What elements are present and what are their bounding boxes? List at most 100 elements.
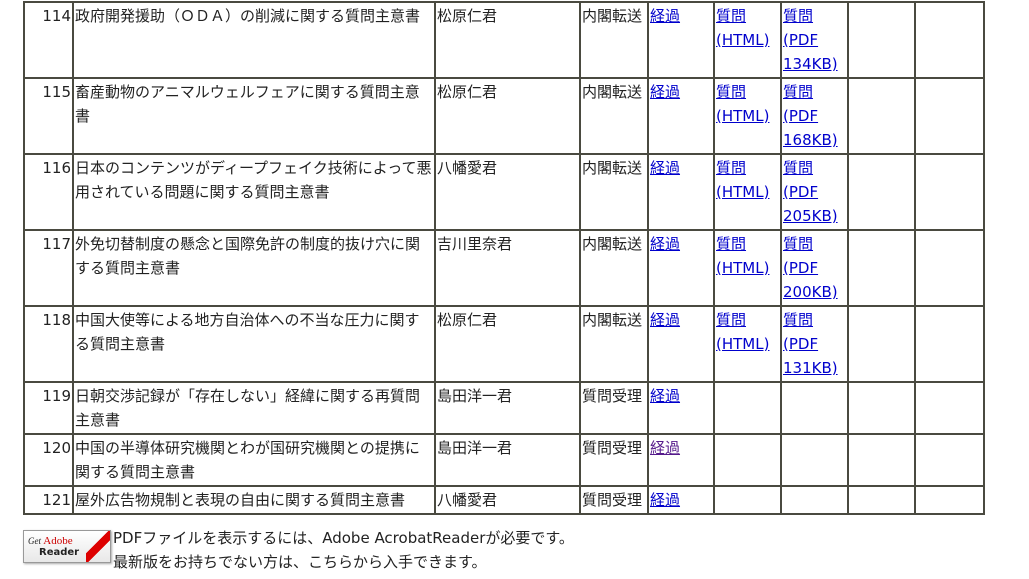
question-title: 屋外広告物規制と表現の自由に関する質問主意書: [72, 485, 436, 515]
question-number: 114: [23, 1, 74, 79]
question-number: 119: [23, 381, 74, 435]
table-row: 121 屋外広告物規制と表現の自由に関する質問主意書 八幡愛君 質問受理 経過: [23, 485, 985, 515]
answer-pdf-cell: [914, 485, 985, 515]
answer-html-cell: [847, 77, 916, 155]
answer-pdf-cell: [914, 77, 985, 155]
progress-link[interactable]: 経過: [650, 387, 681, 405]
question-pdf-cell: 質問 (PDF 134KB): [780, 1, 849, 79]
adobe-swoosh-icon: [86, 531, 110, 562]
question-title: 中国の半導体研究機関とわが国研究機関との提携に関する質問主意書: [72, 433, 436, 487]
table-row: 114 政府開発援助（ＯＤＡ）の削減に関する質問主意書 松原仁君 内閣転送 経過…: [23, 1, 985, 79]
answer-pdf-cell: [914, 153, 985, 231]
question-pdf-link[interactable]: 質問 (PDF 200KB): [783, 235, 838, 301]
progress-cell: 経過: [647, 77, 715, 155]
submitter: 島田洋一君: [434, 381, 581, 435]
question-pdf-link[interactable]: 質問 (PDF 168KB): [783, 83, 838, 149]
questions-table: 114 政府開発援助（ＯＤＡ）の削減に関する質問主意書 松原仁君 内閣転送 経過…: [23, 1, 985, 515]
progress-cell: 経過: [647, 153, 715, 231]
status: 質問受理: [579, 433, 649, 487]
submitter: 吉川里奈君: [434, 229, 581, 307]
status: 質問受理: [579, 485, 649, 515]
pdf-notice-line2: 最新版をお持ちでない方は、こちらから入手できます。: [113, 553, 487, 571]
question-pdf-link[interactable]: 質問 (PDF 134KB): [783, 7, 838, 73]
question-html-cell: 質問 (HTML): [713, 1, 782, 79]
question-html-link[interactable]: 質問 (HTML): [716, 159, 770, 201]
status: 内閣転送: [579, 305, 649, 383]
status: 質問受理: [579, 381, 649, 435]
question-number: 115: [23, 77, 74, 155]
answer-html-cell: [847, 1, 916, 79]
status: 内閣転送: [579, 77, 649, 155]
table-row: 120 中国の半導体研究機関とわが国研究機関との提携に関する質問主意書 島田洋一…: [23, 433, 985, 487]
question-pdf-cell: [780, 381, 849, 435]
status: 内閣転送: [579, 153, 649, 231]
question-number: 118: [23, 305, 74, 383]
progress-link[interactable]: 経過: [650, 311, 681, 329]
answer-html-cell: [847, 381, 916, 435]
answer-html-cell: [847, 153, 916, 231]
question-html-cell: 質問 (HTML): [713, 77, 782, 155]
progress-cell: 経過: [647, 305, 715, 383]
question-pdf-cell: 質問 (PDF 131KB): [780, 305, 849, 383]
question-title: 日朝交渉記録が「存在しない」経緯に関する再質問主意書: [72, 381, 436, 435]
question-title: 日本のコンテンツがディープフェイク技術によって悪用されている問題に関する質問主意…: [72, 153, 436, 231]
question-title: 中国大使等による地方自治体への不当な圧力に関する質問主意書: [72, 305, 436, 383]
question-html-cell: [713, 433, 782, 487]
question-html-cell: 質問 (HTML): [713, 153, 782, 231]
question-number: 116: [23, 153, 74, 231]
question-html-link[interactable]: 質問 (HTML): [716, 311, 770, 353]
table-row: 119 日朝交渉記録が「存在しない」経緯に関する再質問主意書 島田洋一君 質問受…: [23, 381, 985, 435]
question-pdf-cell: 質問 (PDF 168KB): [780, 77, 849, 155]
status: 内閣転送: [579, 229, 649, 307]
get-adobe-reader-badge[interactable]: Get Adobe Reader: [23, 530, 111, 563]
question-html-cell: 質問 (HTML): [713, 305, 782, 383]
submitter: 松原仁君: [434, 77, 581, 155]
table-row: 118 中国大使等による地方自治体への不当な圧力に関する質問主意書 松原仁君 内…: [23, 305, 985, 383]
table-row: 117 外免切替制度の懸念と国際免許の制度的抜け穴に関する質問主意書 吉川里奈君…: [23, 229, 985, 307]
answer-html-cell: [847, 485, 916, 515]
question-title: 外免切替制度の懸念と国際免許の制度的抜け穴に関する質問主意書: [72, 229, 436, 307]
progress-link[interactable]: 経過: [650, 439, 681, 457]
progress-cell: 経過: [647, 229, 715, 307]
table-row: 115 畜産動物のアニマルウェルフェアに関する質問主意書 松原仁君 内閣転送 経…: [23, 77, 985, 155]
answer-pdf-cell: [914, 1, 985, 79]
answer-pdf-cell: [914, 433, 985, 487]
question-html-cell: [713, 381, 782, 435]
question-html-link[interactable]: 質問 (HTML): [716, 83, 770, 125]
progress-link[interactable]: 経過: [650, 235, 681, 253]
question-pdf-link[interactable]: 質問 (PDF 131KB): [783, 311, 838, 377]
status: 内閣転送: [579, 1, 649, 79]
progress-link[interactable]: 経過: [650, 7, 681, 25]
question-html-link[interactable]: 質問 (HTML): [716, 7, 770, 49]
question-pdf-cell: 質問 (PDF 200KB): [780, 229, 849, 307]
answer-pdf-cell: [914, 229, 985, 307]
progress-link[interactable]: 経過: [650, 491, 681, 509]
answer-html-cell: [847, 305, 916, 383]
question-pdf-cell: [780, 433, 849, 487]
progress-link[interactable]: 経過: [650, 83, 681, 101]
progress-link[interactable]: 経過: [650, 159, 681, 177]
submitter: 八幡愛君: [434, 153, 581, 231]
progress-cell: 経過: [647, 381, 715, 435]
question-number: 117: [23, 229, 74, 307]
table-row: 116 日本のコンテンツがディープフェイク技術によって悪用されている問題に関する…: [23, 153, 985, 231]
question-html-cell: 質問 (HTML): [713, 229, 782, 307]
pdf-notice-line1: PDFファイルを表示するには、Adobe AcrobatReaderが必要です。: [113, 529, 574, 547]
question-html-link[interactable]: 質問 (HTML): [716, 235, 770, 277]
question-title: 政府開発援助（ＯＤＡ）の削減に関する質問主意書: [72, 1, 436, 79]
submitter: 松原仁君: [434, 1, 581, 79]
question-pdf-link[interactable]: 質問 (PDF 205KB): [783, 159, 838, 225]
answer-pdf-cell: [914, 305, 985, 383]
pdf-notice: Get Adobe Reader PDFファイルを表示するには、Adobe Ac…: [23, 529, 574, 574]
question-number: 120: [23, 433, 74, 487]
submitter: 島田洋一君: [434, 433, 581, 487]
progress-cell: 経過: [647, 485, 715, 515]
question-html-cell: [713, 485, 782, 515]
answer-html-cell: [847, 433, 916, 487]
answer-pdf-cell: [914, 381, 985, 435]
submitter: 八幡愛君: [434, 485, 581, 515]
progress-cell: 経過: [647, 433, 715, 487]
question-number: 121: [23, 485, 74, 515]
answer-html-cell: [847, 229, 916, 307]
progress-cell: 経過: [647, 1, 715, 79]
